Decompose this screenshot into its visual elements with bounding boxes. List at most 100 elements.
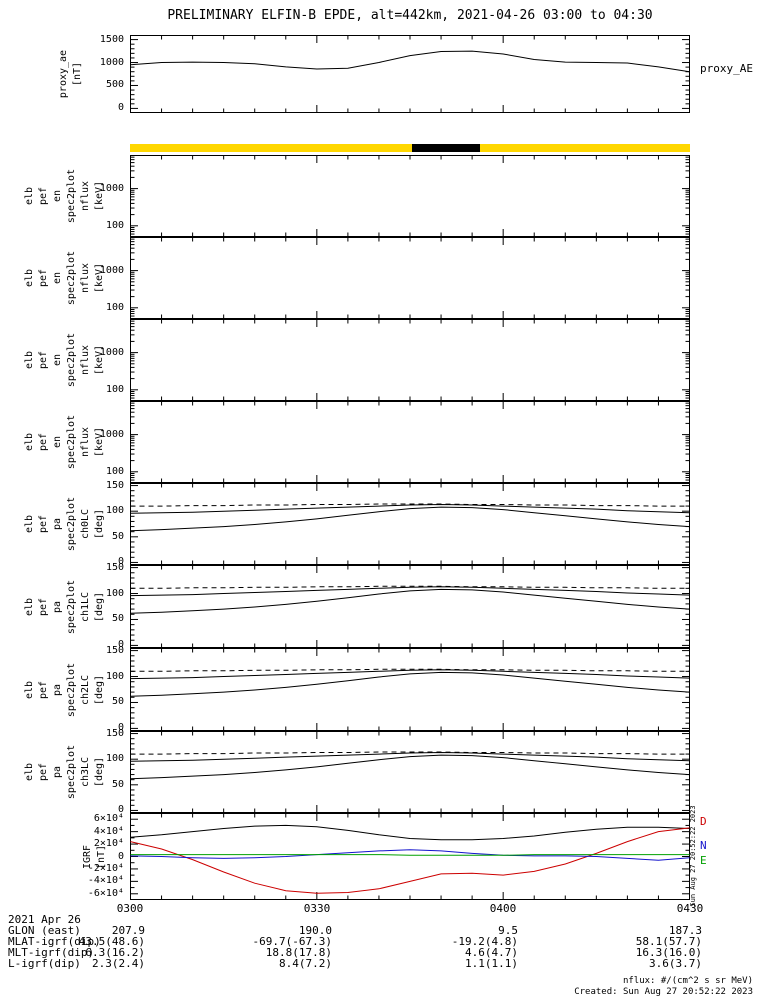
- panel-igrf: 6×10⁴ 4×10⁴ 2×10⁴ 0 -2×10⁴ -4×10⁴ -6×10⁴ IGRF [n…: [82, 813, 690, 900]
- y-axis-label: pa: [52, 683, 63, 696]
- y-axis-label: pef: [38, 432, 49, 452]
- y-axis-label: nflux: [80, 344, 91, 376]
- y-axis-label: elb: [24, 432, 35, 452]
- y-tick-label: 150: [105, 644, 124, 656]
- pitch1-plot-svg: [130, 565, 690, 648]
- glon-value: 9.5: [498, 924, 518, 937]
- glon-value: 190.0: [298, 924, 332, 937]
- series-loss-cone-lower: [130, 588, 690, 614]
- y-axis-label: [keV]: [94, 426, 105, 458]
- y-tick-label: 1000: [99, 428, 124, 440]
- y-axis-label: pef: [38, 514, 49, 534]
- y-axis-label: ch2LC: [80, 674, 91, 705]
- panel-energy-spectrogram-1: 100 1000 elb pef en spec2plot nflux [keV]: [24, 155, 690, 237]
- y-tick-label: 50: [111, 778, 124, 790]
- glon-value: 187.3: [668, 924, 702, 937]
- y-tick-label: 100: [105, 219, 124, 231]
- y-tick-label: 6×10⁴: [93, 813, 124, 825]
- glon-value: 207.9: [111, 924, 145, 937]
- y-axis-label: elb: [24, 597, 35, 616]
- y-axis-label: en: [52, 435, 63, 449]
- y-axis-label: spec2plot: [66, 662, 77, 717]
- plot-title: PRELIMINARY ELFIN-B EPDE, alt=442km, 202…: [167, 8, 653, 23]
- y-axis-label: en: [52, 189, 63, 203]
- mlt-value: 18.8(17.8): [265, 946, 332, 959]
- spec3-plot-svg: [130, 401, 690, 483]
- mlat-value: -69.7(-67.3): [252, 935, 332, 948]
- mlt-value: 4.6(4.7): [465, 946, 518, 959]
- series-dashed-reference: [130, 668, 690, 672]
- y-axis-label: [keV]: [94, 344, 105, 376]
- y-tick-label: 0: [117, 722, 124, 734]
- y-axis-label: pef: [38, 268, 49, 288]
- y-tick-label: 50: [111, 530, 124, 542]
- spec2-plot-svg: [130, 319, 690, 401]
- y-axis-label: elb: [24, 186, 35, 206]
- y-axis-label: spec2plot: [66, 744, 77, 800]
- series-dashed-reference: [130, 751, 690, 755]
- y-tick-label: 1000: [99, 264, 124, 276]
- pitch0-plot-svg: [130, 483, 690, 565]
- lshell-value: 3.6(3.7): [649, 957, 702, 970]
- y-axis-label: nflux: [80, 426, 91, 458]
- y-tick-label: 1000: [99, 56, 124, 68]
- series-dashed-reference: [130, 503, 690, 507]
- y-tick-label: 150: [105, 479, 124, 491]
- y-axis-label: elb: [24, 762, 35, 782]
- y-axis-label: spec2plot: [66, 579, 77, 634]
- y-axis-label: nflux: [80, 180, 91, 212]
- mlat-value: -19.2(4.8): [451, 935, 518, 948]
- y-axis-label: spec2plot: [66, 414, 77, 470]
- row-label-mlat: MLAT-igrf(dip): [8, 935, 101, 948]
- igrf-legend-letter-D: D: [700, 815, 707, 828]
- y-tick-label: 100: [105, 301, 124, 313]
- x-tick-label-0330: 0330: [303, 902, 331, 915]
- y-axis-label: [deg]: [94, 591, 105, 622]
- y-axis-label: pa: [52, 765, 63, 779]
- side-timestamp: Sun Aug 27 20:52:22 2023: [689, 805, 697, 907]
- y-axis-label: pef: [38, 186, 49, 206]
- row-label-mlt: MLT-igrf(dip): [8, 946, 95, 959]
- y-tick-label: -2×10⁴: [87, 862, 124, 874]
- science-zone-segment: [412, 144, 480, 152]
- y-tick-label: -6×10⁴: [87, 887, 124, 899]
- y-axis-label: IGRF: [82, 844, 93, 869]
- y-axis-label: spec2plot: [66, 250, 77, 306]
- row-label-glon: GLON (east): [8, 924, 81, 937]
- y-tick-label: 2×10⁴: [93, 838, 124, 850]
- mlat-value: 58.1(57.7): [635, 935, 702, 948]
- y-tick-label: 50: [111, 613, 124, 625]
- series-loss-cone-lower: [130, 754, 690, 780]
- panel-pitch-angle-ch3lc: 0 50 100 150 elb pef pa spec2plot ch3LC [deg]: [24, 728, 690, 815]
- series-B: [130, 824, 690, 841]
- y-axis-label: pef: [38, 680, 49, 699]
- panel-energy-spectrogram-4: 100 1000 elb pef en spec2plot nflux [keV]: [24, 401, 690, 483]
- y-axis-label: [deg]: [94, 674, 105, 705]
- series-D: [130, 827, 690, 894]
- y-axis-label: [deg]: [94, 756, 105, 788]
- y-axis-label: pef: [38, 762, 49, 782]
- y-axis-label: ch1LC: [80, 591, 91, 622]
- y-axis-label: pa: [52, 517, 63, 531]
- y-tick-label: 100: [105, 753, 124, 765]
- series-loss-cone-upper: [130, 751, 690, 762]
- y-tick-label: 100: [105, 505, 124, 517]
- panel-pitch-angle-ch1lc: 0 50 100 150 elb pef pa spec2plot ch1LC [deg]: [24, 562, 690, 650]
- y-tick-label: 0: [117, 556, 124, 568]
- y-axis-label: spec2plot: [66, 168, 77, 224]
- igrf-legend-letter-E: E: [700, 854, 707, 867]
- series-E: [130, 854, 690, 856]
- y-axis-label: [nT]: [96, 844, 107, 869]
- series-loss-cone-upper: [130, 503, 690, 514]
- y-tick-label: 150: [105, 727, 124, 739]
- panel-pitch-angle-ch2lc: 0 50 100 150 elb pef pa spec2plot ch2LC [deg]: [24, 645, 690, 733]
- y-tick-label: 0: [117, 102, 124, 114]
- y-axis-label: en: [52, 271, 63, 285]
- igrf-legend-letter-N: N: [700, 839, 707, 852]
- proxy-plot-svg: [130, 35, 690, 113]
- y-tick-label: 150: [105, 561, 124, 573]
- y-axis-label: pa: [52, 600, 63, 613]
- y-tick-label: 0: [117, 850, 124, 862]
- y-tick-label: 1500: [99, 33, 124, 45]
- y-tick-label: 100: [105, 670, 124, 682]
